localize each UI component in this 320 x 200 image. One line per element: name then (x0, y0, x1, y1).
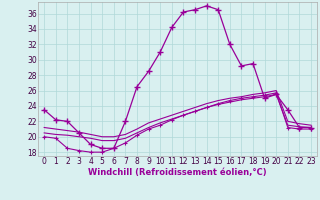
X-axis label: Windchill (Refroidissement éolien,°C): Windchill (Refroidissement éolien,°C) (88, 168, 267, 177)
